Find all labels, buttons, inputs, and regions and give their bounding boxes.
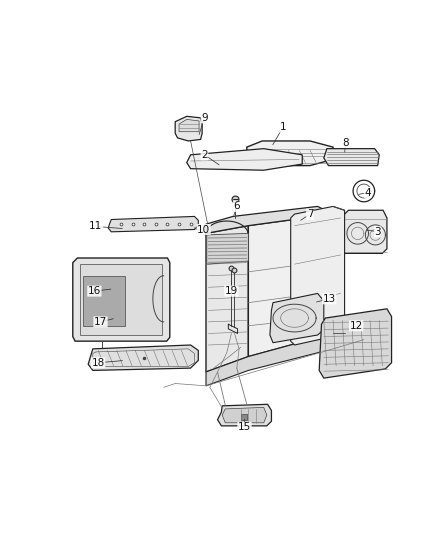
Polygon shape bbox=[206, 225, 248, 372]
Polygon shape bbox=[218, 405, 272, 426]
Polygon shape bbox=[206, 206, 333, 233]
Text: 13: 13 bbox=[322, 294, 336, 304]
Polygon shape bbox=[270, 294, 324, 343]
Text: 1: 1 bbox=[280, 122, 286, 132]
Polygon shape bbox=[291, 206, 345, 345]
Text: 7: 7 bbox=[307, 209, 313, 219]
Text: 16: 16 bbox=[88, 286, 101, 296]
Polygon shape bbox=[83, 276, 125, 326]
Polygon shape bbox=[187, 149, 302, 170]
Polygon shape bbox=[88, 345, 198, 370]
Text: 9: 9 bbox=[201, 113, 208, 123]
Polygon shape bbox=[324, 149, 379, 166]
Polygon shape bbox=[319, 309, 392, 378]
Text: 19: 19 bbox=[225, 286, 238, 296]
Text: 11: 11 bbox=[89, 221, 102, 231]
Text: 17: 17 bbox=[94, 317, 107, 327]
Text: 8: 8 bbox=[342, 138, 349, 148]
Text: 10: 10 bbox=[197, 224, 210, 235]
Polygon shape bbox=[207, 233, 248, 264]
Polygon shape bbox=[81, 264, 162, 335]
Polygon shape bbox=[108, 216, 198, 232]
Text: 2: 2 bbox=[201, 150, 208, 160]
Polygon shape bbox=[341, 210, 387, 253]
Polygon shape bbox=[206, 334, 333, 386]
Polygon shape bbox=[248, 214, 333, 357]
Text: 6: 6 bbox=[233, 201, 240, 212]
Text: 18: 18 bbox=[92, 358, 105, 368]
Text: 4: 4 bbox=[364, 188, 371, 198]
Polygon shape bbox=[222, 407, 267, 423]
Polygon shape bbox=[175, 116, 202, 141]
Text: 3: 3 bbox=[374, 227, 381, 237]
Text: 12: 12 bbox=[350, 321, 363, 331]
Polygon shape bbox=[179, 119, 199, 132]
Polygon shape bbox=[73, 258, 170, 341]
Text: 15: 15 bbox=[238, 422, 251, 432]
Polygon shape bbox=[247, 141, 333, 166]
